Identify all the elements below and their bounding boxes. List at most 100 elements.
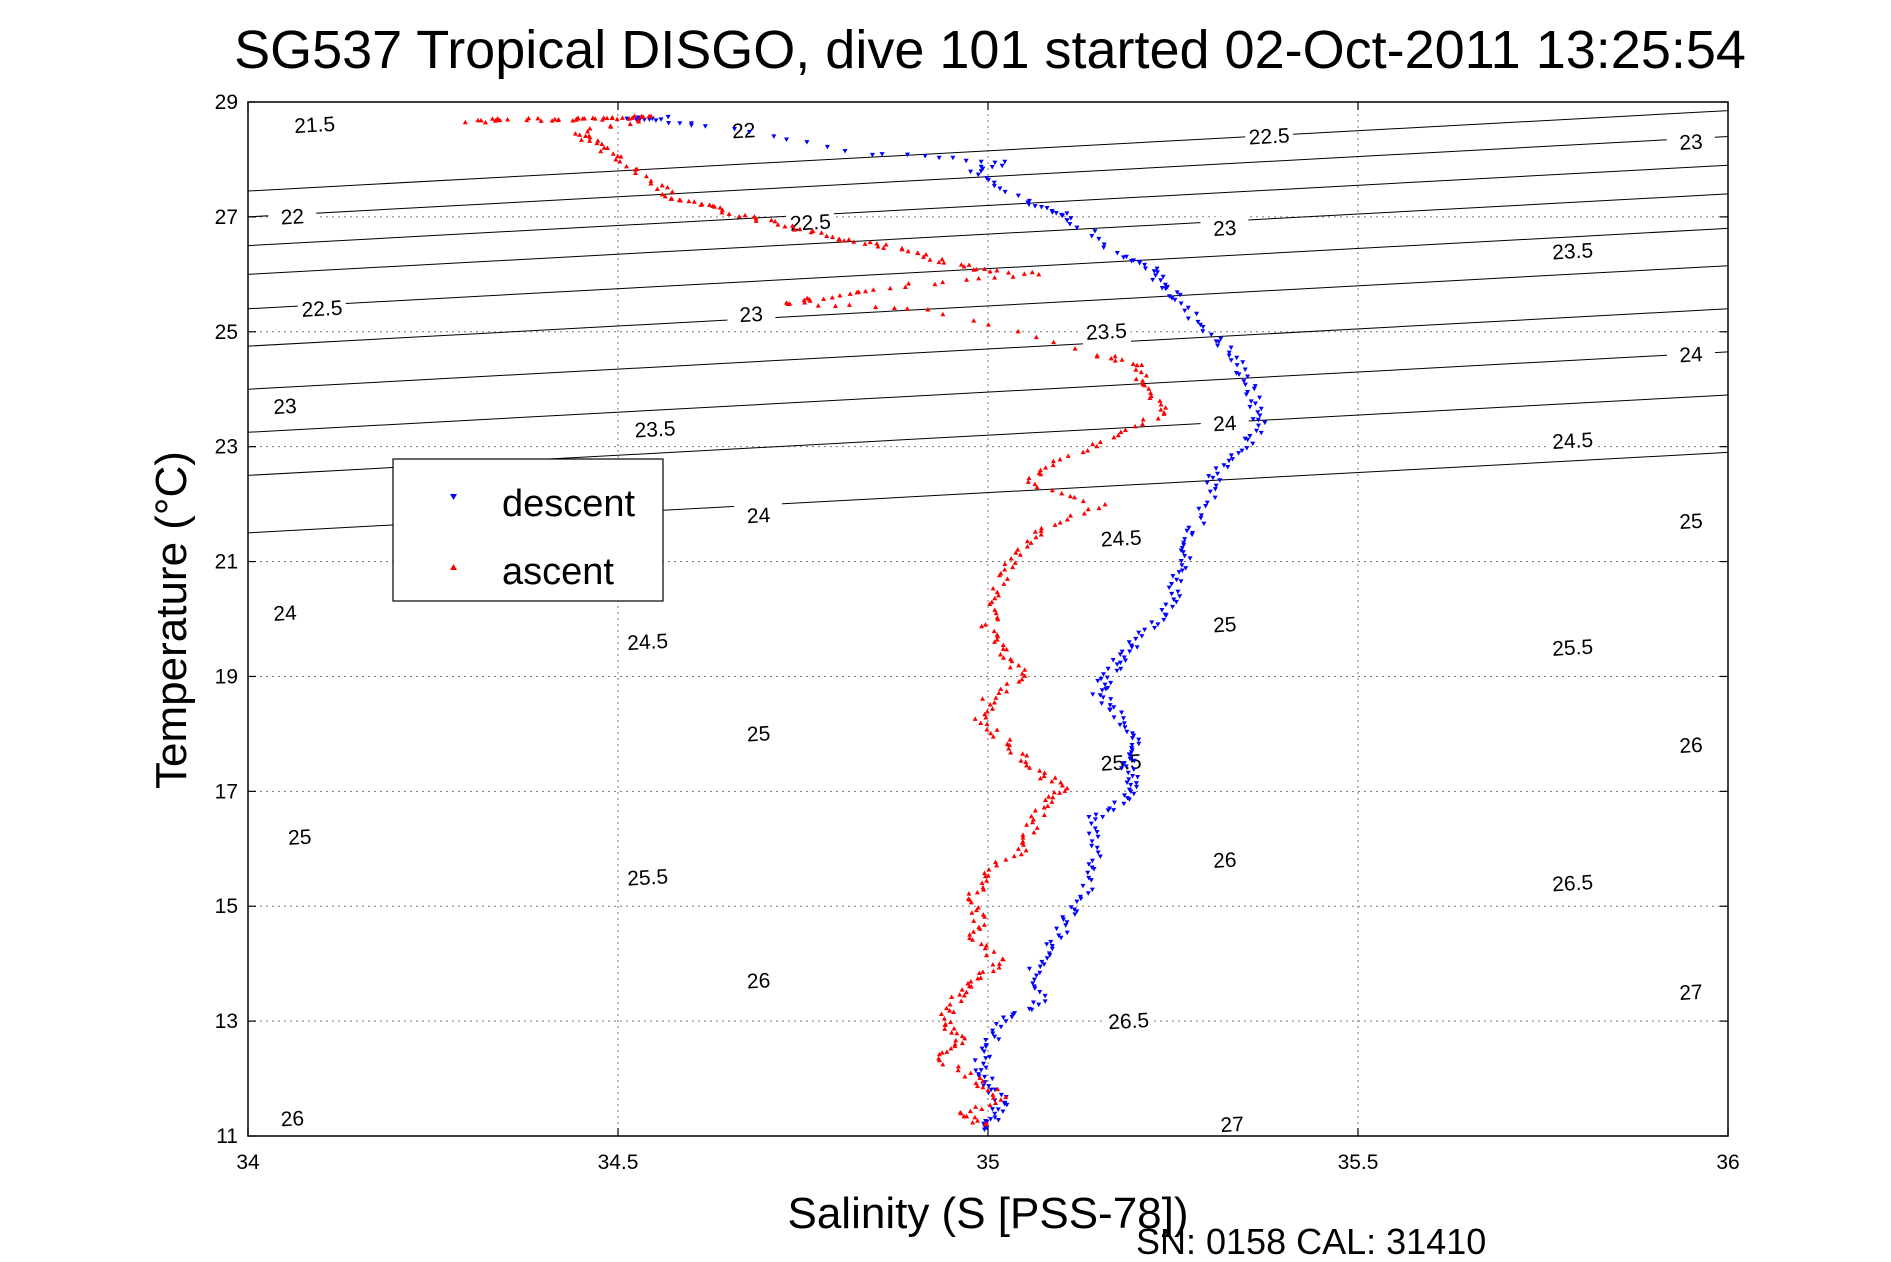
descent-point [1064, 930, 1070, 936]
descent-point [1189, 532, 1195, 538]
descent-point [1135, 775, 1141, 780]
descent-point [1032, 204, 1038, 209]
descent-point [1221, 463, 1227, 468]
isopycnal-label-bg [1666, 128, 1716, 156]
y-tick-label: 23 [215, 436, 238, 459]
ascent-point [1146, 386, 1152, 391]
ascent-point [1015, 547, 1021, 552]
descent-point [1092, 817, 1098, 822]
descent-point [980, 166, 986, 172]
descent-point [1101, 242, 1107, 248]
ascent-point [980, 1084, 986, 1090]
descent-point [1245, 389, 1251, 395]
legend-descent-marker [450, 494, 457, 500]
descent-point [988, 1117, 994, 1122]
ascent-point [1000, 646, 1006, 651]
ascent-point [1049, 799, 1055, 804]
y-axis-label: Temperature (°C) [147, 451, 196, 789]
isopycnal-label-bg [1103, 1007, 1154, 1035]
descent-point [1129, 645, 1135, 650]
ascent-point [932, 281, 938, 287]
descent-point [1129, 258, 1135, 264]
ascent-point [617, 159, 623, 164]
ascent-point [1133, 367, 1139, 372]
ascent-point [636, 119, 642, 124]
descent-point [1086, 815, 1092, 820]
ascent-point [953, 1037, 959, 1043]
descent-point [968, 169, 974, 175]
isopycnal-label-bg [1207, 1111, 1257, 1138]
descent-point [973, 1068, 979, 1073]
descent-point [1095, 850, 1101, 855]
descent-point [804, 140, 810, 145]
descent-point [1247, 434, 1253, 439]
descent-point [1257, 395, 1263, 401]
descent-point [922, 154, 928, 159]
descent-point [1122, 725, 1128, 730]
ascent-point [613, 156, 619, 162]
isopycnal-labels: 21.5 22 22 22.5 22.5 23 23 23.5 24 24 24.5 25 25 25.5… [260, 111, 1716, 1138]
legend-ascent-marker [450, 564, 457, 570]
descent-point [1197, 322, 1203, 328]
descent-point [1169, 591, 1175, 597]
ascent-point [841, 238, 847, 243]
descent-point [1225, 464, 1231, 470]
descent-point [1104, 675, 1110, 681]
y-tick-label: 25 [215, 321, 238, 344]
ascent-point [948, 1019, 954, 1025]
isopycnal-label: 26.5 [1552, 871, 1594, 896]
ascent-point [555, 117, 561, 123]
ascent-point [632, 113, 638, 118]
ascent-point [974, 889, 980, 895]
isopycnal-label-bg [1200, 846, 1250, 874]
descent-point [1179, 563, 1185, 568]
isopycnal-label: 25.5 [1552, 636, 1594, 661]
ascent-point [990, 1095, 996, 1100]
ascent-point [1049, 487, 1055, 493]
descent-point [1128, 789, 1134, 794]
ascent-point [1102, 501, 1108, 507]
descent-point [1111, 715, 1117, 720]
ascent-point [1080, 449, 1086, 455]
ascent-point [1050, 462, 1056, 468]
descent-point [983, 1044, 989, 1049]
descent-point [1255, 423, 1261, 429]
y-tick-label: 17 [215, 780, 238, 803]
descent-point [1184, 528, 1190, 534]
descent-point [1117, 660, 1123, 666]
descent-point [1068, 905, 1074, 910]
ascent-point [902, 284, 908, 289]
ascent-point [981, 887, 987, 892]
descent-point [1142, 266, 1148, 272]
ascent-point [698, 202, 704, 207]
ascent-point [624, 163, 630, 169]
descent-point [1000, 1109, 1006, 1115]
isopycnal-label: 22 [280, 205, 305, 229]
ascent-point [969, 910, 975, 915]
ascent-point [768, 217, 774, 223]
descent-point [1064, 211, 1070, 216]
isopycnal-line [247, 110, 1729, 192]
ascent-point [867, 239, 873, 245]
ascent-point [991, 628, 997, 634]
descent-point [1067, 222, 1073, 227]
descent-point [1054, 926, 1060, 932]
descent-point [992, 160, 998, 166]
isopycnal-label-bg [260, 599, 310, 627]
descent-point [1213, 483, 1219, 489]
ascent-point [958, 1110, 964, 1116]
descent-point [1094, 845, 1100, 851]
descent-point [1154, 266, 1160, 272]
descent-point [1127, 753, 1133, 759]
ascent-point [1025, 479, 1031, 484]
descent-point [1092, 229, 1098, 234]
ascent-point [1016, 679, 1022, 684]
descent-point [997, 186, 1003, 192]
ascent-point [942, 1022, 948, 1027]
descent-point [995, 1118, 1001, 1123]
ascent-point [958, 262, 964, 267]
ascent-point [966, 891, 972, 896]
ascent-point [899, 246, 905, 252]
descent-point [1015, 193, 1021, 199]
ascent-point [936, 259, 942, 265]
